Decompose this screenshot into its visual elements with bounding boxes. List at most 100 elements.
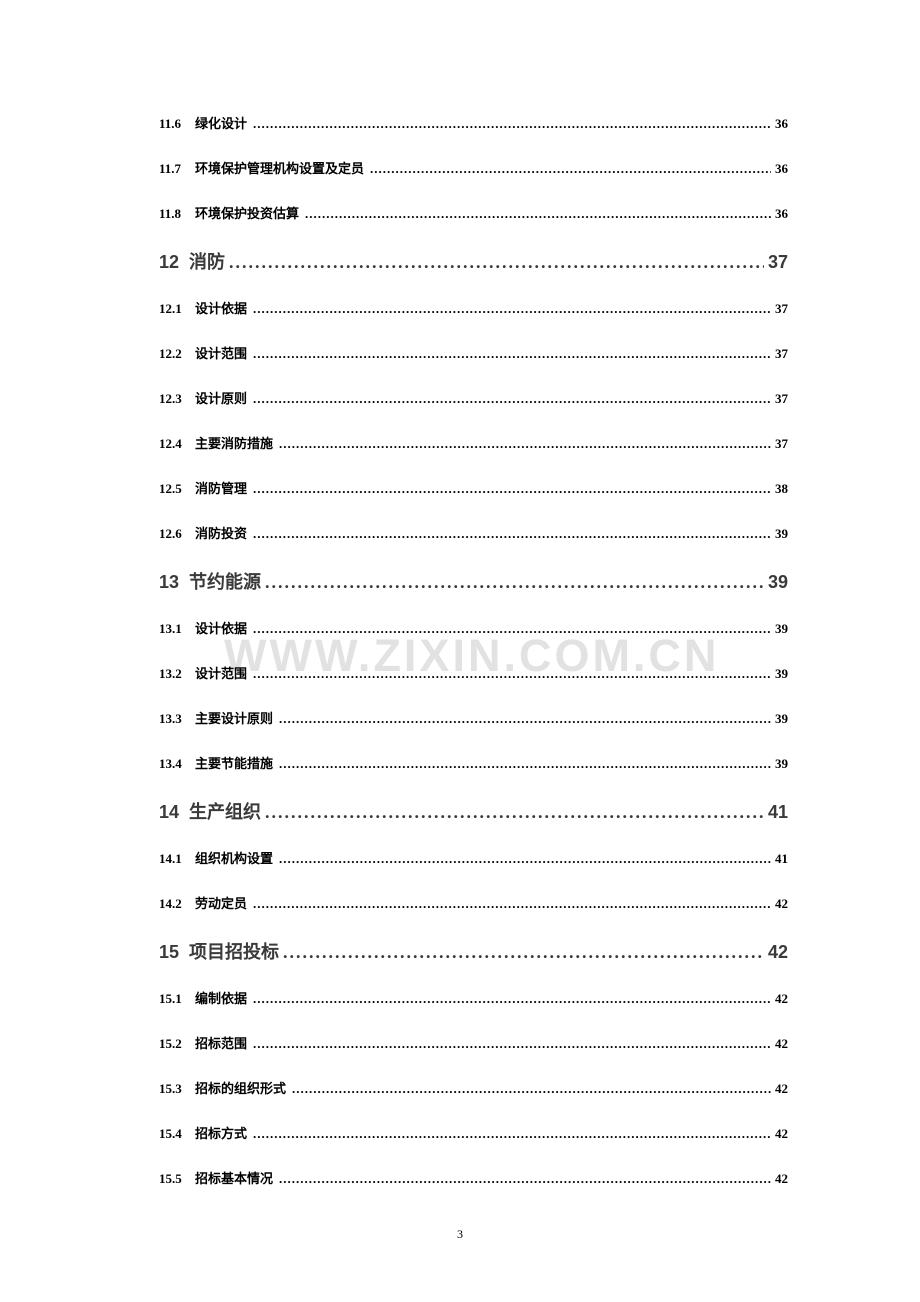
toc-sub-entry: 11.7环境保护管理机构设置及定员.......................… xyxy=(159,158,788,177)
entry-number: 15.2 xyxy=(159,1036,195,1052)
toc-sub-entry: 13.4主要节能措施..............................… xyxy=(159,753,788,772)
entry-page: 39 xyxy=(775,621,788,637)
leader-dots: ........................................… xyxy=(292,1081,771,1097)
section-number: 13 xyxy=(159,572,187,593)
entry-title: 主要消防措施 xyxy=(195,433,273,452)
section-page: 42 xyxy=(768,942,788,963)
section-page: 41 xyxy=(768,802,788,823)
entry-number: 12.5 xyxy=(159,481,195,497)
toc-sub-entry: 11.6绿化设计................................… xyxy=(159,113,788,132)
toc-sub-entry: 15.5招标基本情况..............................… xyxy=(159,1168,788,1187)
toc-section-entry: 12消防....................................… xyxy=(159,248,788,274)
section-page: 39 xyxy=(768,572,788,593)
toc-section-entry: 13节约能源..................................… xyxy=(159,568,788,594)
entry-title: 主要节能措施 xyxy=(195,753,273,772)
entry-number: 13.3 xyxy=(159,711,195,727)
section-title: 节约能源 xyxy=(189,568,261,594)
entry-number: 14.1 xyxy=(159,851,195,867)
leader-dots: ........................................… xyxy=(253,621,771,637)
toc-section-entry: 14生产组织..................................… xyxy=(159,798,788,824)
entry-title: 主要设计原则 xyxy=(195,708,273,727)
entry-title: 劳动定员 xyxy=(195,893,247,912)
toc-sub-entry: 11.8环境保护投资估算............................… xyxy=(159,203,788,222)
leader-dots: ........................................… xyxy=(253,391,771,407)
entry-number: 11.8 xyxy=(159,206,195,222)
entry-number: 15.5 xyxy=(159,1171,195,1187)
entry-page: 38 xyxy=(775,481,788,497)
toc-sub-entry: 14.2劳动定员................................… xyxy=(159,893,788,912)
toc-sub-entry: 15.4招标方式................................… xyxy=(159,1123,788,1142)
entry-title: 环境保护投资估算 xyxy=(195,203,299,222)
entry-title: 招标方式 xyxy=(195,1123,247,1142)
toc-sub-entry: 15.2招标范围................................… xyxy=(159,1033,788,1052)
entry-page: 37 xyxy=(775,301,788,317)
entry-number: 13.2 xyxy=(159,666,195,682)
section-number: 14 xyxy=(159,802,187,823)
leader-dots: ........................................… xyxy=(253,896,771,912)
entry-title: 招标范围 xyxy=(195,1033,247,1052)
leader-dots: ........................................… xyxy=(253,666,771,682)
entry-page: 42 xyxy=(775,1126,788,1142)
leader-dots: ........................................… xyxy=(279,756,771,772)
entry-number: 13.4 xyxy=(159,756,195,772)
entry-page: 42 xyxy=(775,1081,788,1097)
leader-dots: ........................................… xyxy=(370,161,771,177)
leader-dots: ........................................… xyxy=(229,252,764,273)
entry-title: 组织机构设置 xyxy=(195,848,273,867)
leader-dots: ........................................… xyxy=(279,1171,771,1187)
entry-title: 消防投资 xyxy=(195,523,247,542)
entry-number: 12.4 xyxy=(159,436,195,452)
entry-page: 42 xyxy=(775,1036,788,1052)
section-page: 37 xyxy=(768,252,788,273)
section-number: 15 xyxy=(159,942,187,963)
entry-number: 14.2 xyxy=(159,896,195,912)
entry-page: 39 xyxy=(775,756,788,772)
toc-sub-entry: 13.1设计依据................................… xyxy=(159,618,788,637)
leader-dots: ........................................… xyxy=(253,526,771,542)
leader-dots: ........................................… xyxy=(305,206,771,222)
entry-page: 36 xyxy=(775,116,788,132)
toc-sub-entry: 12.2设计范围................................… xyxy=(159,343,788,362)
entry-number: 13.1 xyxy=(159,621,195,637)
entry-number: 12.3 xyxy=(159,391,195,407)
toc-sub-entry: 13.3主要设计原则..............................… xyxy=(159,708,788,727)
entry-number: 15.3 xyxy=(159,1081,195,1097)
entry-title: 招标的组织形式 xyxy=(195,1078,286,1097)
toc-sub-entry: 12.5消防管理................................… xyxy=(159,478,788,497)
leader-dots: ........................................… xyxy=(253,346,771,362)
leader-dots: ........................................… xyxy=(279,711,771,727)
leader-dots: ........................................… xyxy=(279,436,771,452)
entry-title: 消防管理 xyxy=(195,478,247,497)
leader-dots: ........................................… xyxy=(253,481,771,497)
toc-sub-entry: 13.2设计范围................................… xyxy=(159,663,788,682)
entry-page: 36 xyxy=(775,161,788,177)
leader-dots: ........................................… xyxy=(253,1126,771,1142)
entry-title: 设计范围 xyxy=(195,343,247,362)
section-title: 消防 xyxy=(189,248,225,274)
leader-dots: ........................................… xyxy=(253,1036,771,1052)
entry-page: 42 xyxy=(775,896,788,912)
entry-title: 绿化设计 xyxy=(195,113,247,132)
entry-title: 编制依据 xyxy=(195,988,247,1007)
entry-page: 36 xyxy=(775,206,788,222)
section-title: 生产组织 xyxy=(189,798,261,824)
entry-title: 设计原则 xyxy=(195,388,247,407)
leader-dots: ........................................… xyxy=(253,116,771,132)
toc-sub-entry: 12.6消防投资................................… xyxy=(159,523,788,542)
entry-page: 37 xyxy=(775,436,788,452)
toc-sub-entry: 12.4主要消防措施..............................… xyxy=(159,433,788,452)
entry-title: 设计范围 xyxy=(195,663,247,682)
leader-dots: ........................................… xyxy=(265,572,764,593)
entry-number: 15.4 xyxy=(159,1126,195,1142)
toc-sub-entry: 12.3设计原则................................… xyxy=(159,388,788,407)
toc-sub-entry: 15.1编制依据................................… xyxy=(159,988,788,1007)
entry-page: 42 xyxy=(775,1171,788,1187)
entry-number: 11.7 xyxy=(159,161,195,177)
entry-number: 12.6 xyxy=(159,526,195,542)
entry-number: 15.1 xyxy=(159,991,195,1007)
entry-number: 12.2 xyxy=(159,346,195,362)
entry-page: 37 xyxy=(775,346,788,362)
toc-content: 11.6绿化设计................................… xyxy=(159,113,788,1187)
toc-sub-entry: 15.3招标的组织形式.............................… xyxy=(159,1078,788,1097)
entry-title: 设计依据 xyxy=(195,618,247,637)
